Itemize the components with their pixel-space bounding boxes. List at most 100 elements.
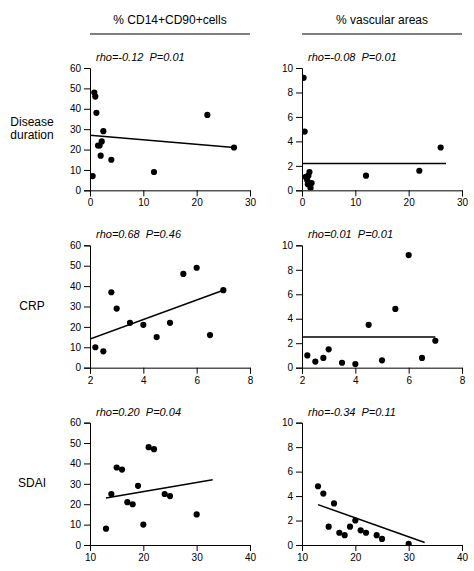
scatter-point xyxy=(392,306,398,312)
y-tick-label: 4 xyxy=(287,491,293,502)
trend-line xyxy=(318,505,425,543)
x-tick: 8 xyxy=(248,368,254,386)
scatter-point xyxy=(326,524,332,530)
x-tick-label: 20 xyxy=(404,197,416,208)
y-tick-mark xyxy=(84,545,90,546)
y-tick-mark xyxy=(296,270,302,271)
y-tick-mark xyxy=(296,343,302,344)
y-tick: 20 xyxy=(70,144,90,155)
axis-line xyxy=(296,423,303,545)
y-tick-label: 0 xyxy=(75,185,81,196)
y-tick-mark xyxy=(84,484,90,485)
x-tick-label: 0 xyxy=(300,197,306,208)
y-tick-mark xyxy=(296,423,302,424)
scatter-point xyxy=(342,532,348,538)
y-tick-label: 20 xyxy=(70,499,82,510)
y-tick-label: 8 xyxy=(287,265,293,276)
x-tick-label: 30 xyxy=(404,552,416,563)
column-title: % CD14+CD90+cells xyxy=(113,13,226,27)
x-tick: 4 xyxy=(141,368,147,386)
scatter-point xyxy=(306,169,312,175)
scatter-point xyxy=(366,322,372,328)
y-tick: 4 xyxy=(287,491,302,502)
scatter-point xyxy=(432,338,438,344)
x-axis: 0102030 xyxy=(88,190,257,208)
scatter-point xyxy=(326,346,332,352)
y-tick: 40 xyxy=(70,103,90,114)
y-tick-mark xyxy=(296,92,302,93)
x-tick-mark xyxy=(462,190,463,196)
x-tick: 8 xyxy=(460,368,466,386)
scatter-point xyxy=(146,444,152,450)
x-tick-mark xyxy=(143,368,144,374)
x-tick-label: 40 xyxy=(457,552,469,563)
x-tick-label: 20 xyxy=(350,552,362,563)
axis-line xyxy=(84,246,91,368)
y-tick: 6 xyxy=(287,466,302,477)
scatter-point xyxy=(98,153,104,159)
x-axis: 0102030 xyxy=(300,190,469,208)
x-tick-mark xyxy=(355,368,356,374)
scatter-point xyxy=(99,138,105,144)
scatter-point xyxy=(90,173,96,179)
scatter-point xyxy=(154,334,160,340)
x-tick-label: 10 xyxy=(297,552,309,563)
x-tick: 10 xyxy=(297,545,309,563)
axis-line xyxy=(91,191,251,197)
y-tick-mark xyxy=(84,170,90,171)
scatter-point xyxy=(151,446,157,452)
scatter-point xyxy=(320,355,326,361)
x-axis: 2468 xyxy=(300,368,466,386)
scatter-point xyxy=(194,511,200,517)
y-axis: 0246810 xyxy=(282,417,303,550)
scatter-point xyxy=(167,493,173,499)
scatter-point xyxy=(419,355,425,361)
y-tick-label: 30 xyxy=(70,124,82,135)
y-tick: 6 xyxy=(287,112,302,123)
y-tick-mark xyxy=(84,109,90,110)
y-tick-mark xyxy=(84,286,90,287)
y-tick-mark xyxy=(84,68,90,69)
scatter-point xyxy=(100,348,106,354)
y-tick-mark xyxy=(296,68,302,69)
subplot: 102030400102030405060rho=0.20 P=0.04 xyxy=(70,406,257,563)
row-label-line: CRP xyxy=(19,299,44,313)
x-tick-label: 10 xyxy=(85,552,97,563)
axis-line xyxy=(303,546,463,552)
scatter-point xyxy=(119,466,125,472)
annotation: rho=0.01 P=0.01 xyxy=(308,228,393,240)
x-tick-mark xyxy=(250,190,251,196)
subplot: 102030400246810rho=-0.34 P=0.11 xyxy=(282,406,469,563)
scatter-point xyxy=(135,483,141,489)
chart-root: % CD14+CD90+cells% vascular areasDisease… xyxy=(0,0,474,571)
y-tick: 30 xyxy=(70,124,90,135)
y-tick: 30 xyxy=(70,301,90,312)
x-tick: 0 xyxy=(88,190,94,208)
y-tick-mark xyxy=(296,472,302,473)
y-tick-mark xyxy=(84,463,90,464)
x-tick-label: 40 xyxy=(245,552,257,563)
y-tick: 0 xyxy=(287,362,302,373)
y-tick-mark xyxy=(296,496,302,497)
y-tick: 2 xyxy=(287,161,302,172)
y-tick: 20 xyxy=(70,499,90,510)
y-tick-label: 0 xyxy=(287,362,293,373)
scatter-point xyxy=(438,144,444,150)
x-tick: 20 xyxy=(192,190,204,208)
y-tick: 10 xyxy=(70,342,90,353)
annotation: rho=-0.12 P=0.01 xyxy=(96,51,185,63)
y-tick-label: 60 xyxy=(70,240,82,251)
scatter-point xyxy=(151,169,157,175)
y-tick: 8 xyxy=(287,265,302,276)
scatter-point xyxy=(140,322,146,328)
y-tick: 20 xyxy=(70,322,90,333)
x-tick: 0 xyxy=(300,190,306,208)
subplot: 01020300246810rho=-0.08 P=0.01 xyxy=(282,51,469,208)
y-tick: 40 xyxy=(70,281,90,292)
x-tick-mark xyxy=(250,545,251,551)
axis-line xyxy=(296,69,303,191)
y-tick-label: 10 xyxy=(70,165,82,176)
trend-line xyxy=(302,336,435,338)
y-tick-label: 10 xyxy=(70,342,82,353)
y-tick: 30 xyxy=(70,479,90,490)
